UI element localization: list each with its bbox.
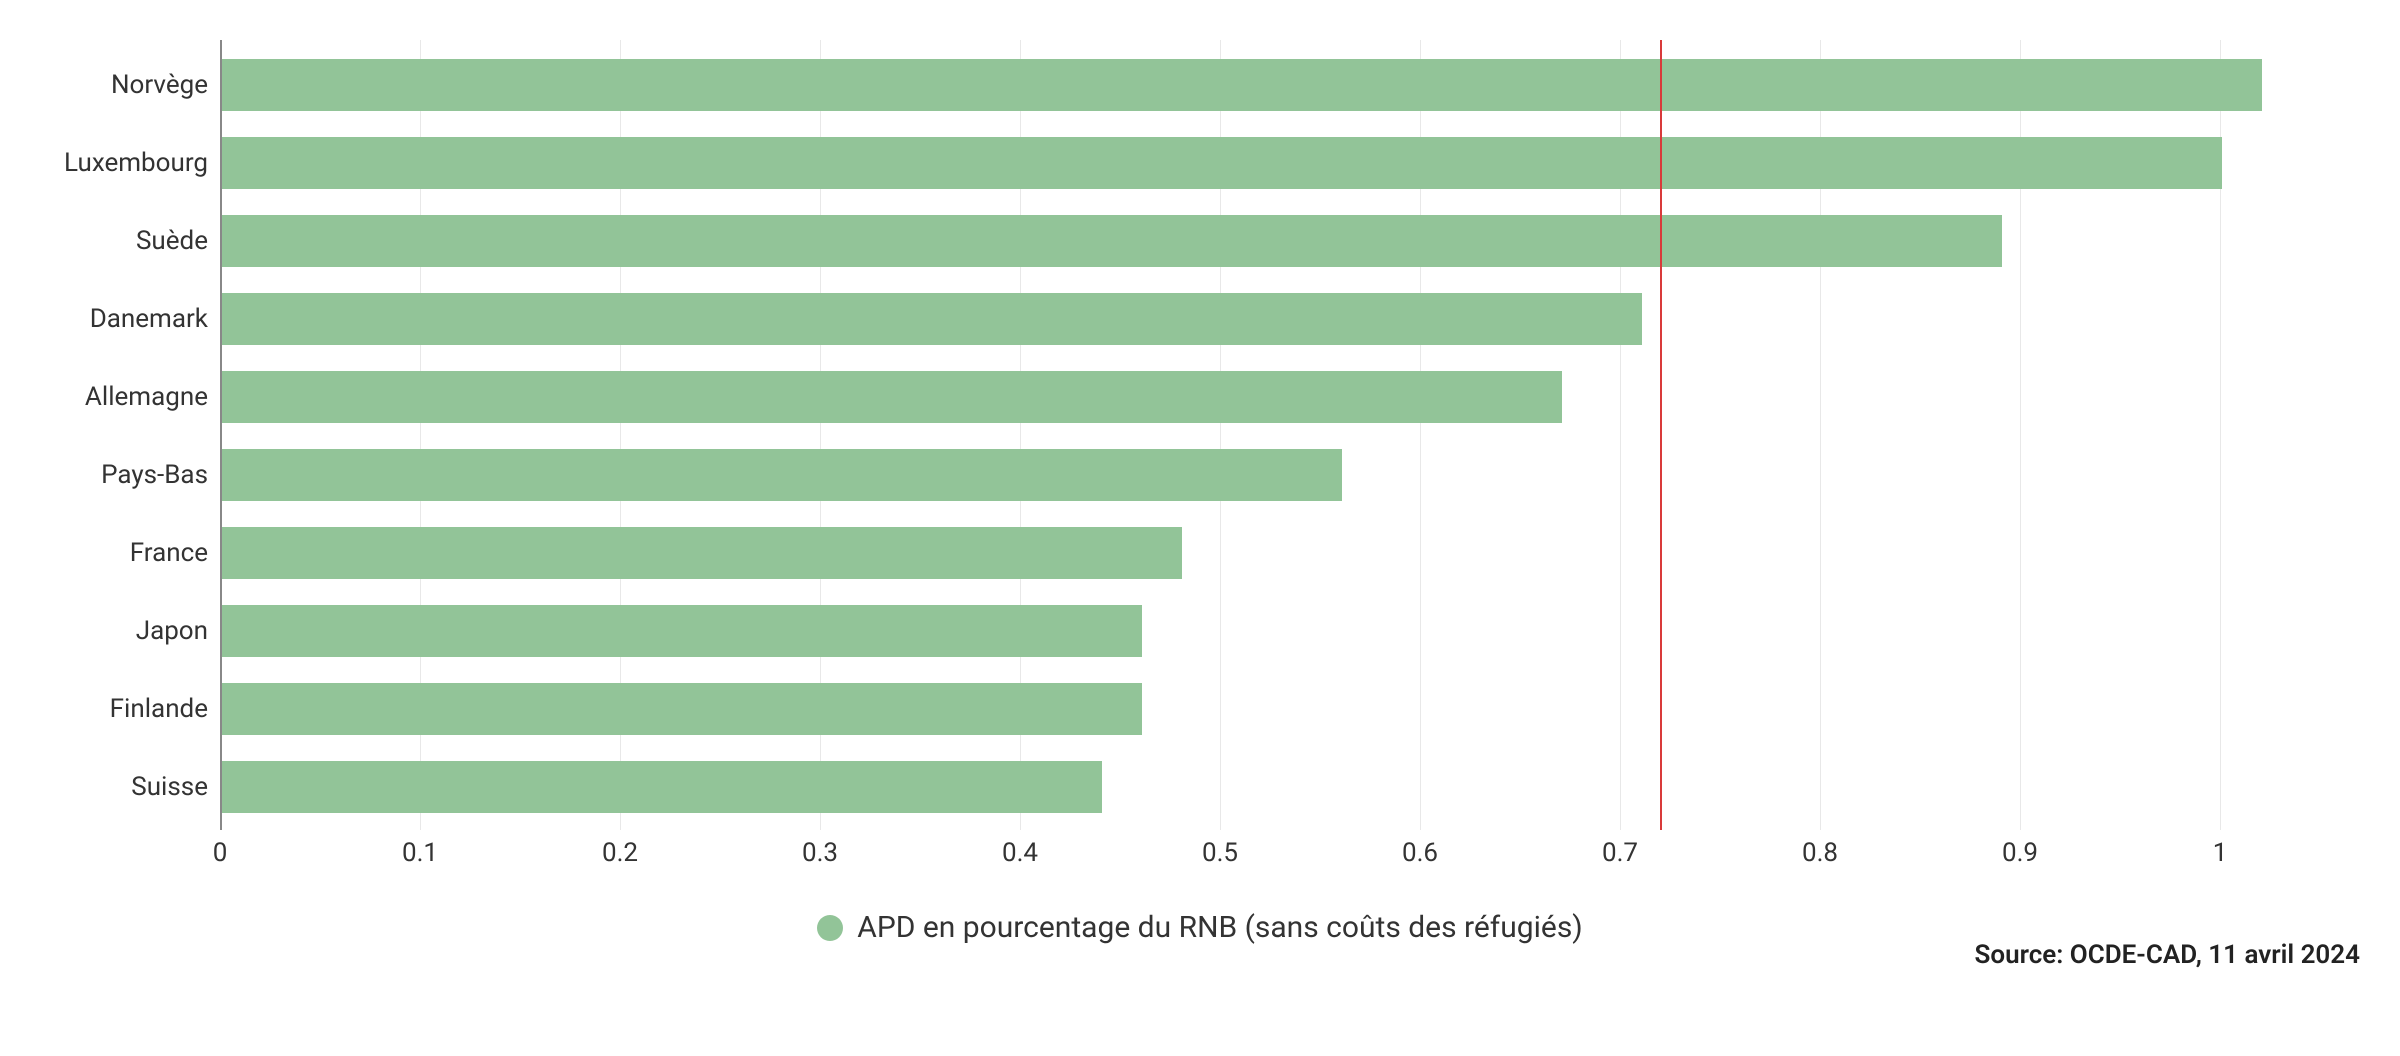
bar-row: Finlande bbox=[220, 674, 2320, 744]
bar-label: Japon bbox=[136, 616, 208, 646]
bar bbox=[222, 215, 2002, 267]
bar-row: Danemark bbox=[220, 284, 2320, 354]
x-tick-label: 0.7 bbox=[1602, 838, 1638, 868]
x-tick-label: 0.5 bbox=[1202, 838, 1238, 868]
bar-row: Norvège bbox=[220, 50, 2320, 120]
plot-area: 00.10.20.30.40.50.60.70.80.91NorvègeLuxe… bbox=[220, 40, 2320, 830]
chart-container: 0 0.1 0.2 0.3 0.4 0.5 0.6 0.7 0.8 0.9 1 Norvège Luxe… bbox=[40, 40, 2360, 1016]
bar-label: Suisse bbox=[131, 772, 208, 802]
bar bbox=[222, 449, 1342, 501]
bar-row: Pays-Bas bbox=[220, 440, 2320, 510]
x-tick-label: 0.9 bbox=[2002, 838, 2038, 868]
x-tick-label: 0.8 bbox=[1802, 838, 1838, 868]
bar-label: Pays-Bas bbox=[101, 460, 208, 490]
bar-row: France bbox=[220, 518, 2320, 588]
x-tick-label: 1 bbox=[2213, 838, 2228, 868]
bar-label: France bbox=[130, 538, 208, 568]
source-text: Source: OCDE-CAD, 11 avril 2024 bbox=[1974, 940, 2360, 970]
bar-row: Japon bbox=[220, 596, 2320, 666]
x-tick-label: 0.3 bbox=[802, 838, 838, 868]
bar-label: Suède bbox=[136, 226, 208, 256]
bar bbox=[222, 683, 1142, 735]
bar bbox=[222, 137, 2222, 189]
legend-label: APD en pourcentage du RNB (sans coûts de… bbox=[857, 910, 1583, 945]
legend-marker-icon bbox=[817, 915, 843, 941]
bar-label: Allemagne bbox=[85, 382, 208, 412]
x-tick-label: 0.1 bbox=[402, 838, 438, 868]
bar-label: Luxembourg bbox=[64, 148, 208, 178]
bar bbox=[222, 527, 1182, 579]
bar bbox=[222, 293, 1642, 345]
bar-label: Finlande bbox=[110, 694, 208, 724]
bar bbox=[222, 761, 1102, 813]
bar bbox=[222, 59, 2262, 111]
x-tick-label: 0.4 bbox=[1002, 838, 1038, 868]
x-tick-label: 0.2 bbox=[602, 838, 638, 868]
x-tick-label: 0.6 bbox=[1402, 838, 1438, 868]
bar bbox=[222, 371, 1562, 423]
bar-label: Danemark bbox=[90, 304, 208, 334]
bar-row: Suède bbox=[220, 206, 2320, 276]
bar-row: Suisse bbox=[220, 752, 2320, 822]
bar-label: Norvège bbox=[111, 70, 208, 100]
x-tick-label: 0 bbox=[213, 838, 228, 868]
bar-row: Allemagne bbox=[220, 362, 2320, 432]
bar bbox=[222, 605, 1142, 657]
bar-row: Luxembourg bbox=[220, 128, 2320, 198]
reference-line bbox=[1660, 40, 1662, 830]
